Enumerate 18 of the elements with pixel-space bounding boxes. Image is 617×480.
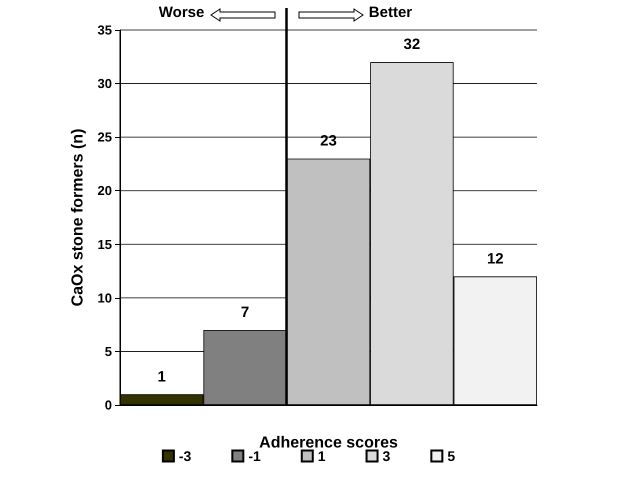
y-tick-label: 35 [98,22,112,38]
y-tick-label: 10 [98,290,112,306]
legend-label: 5 [447,448,456,464]
text: Better [368,4,412,21]
data-label: 12 [486,250,504,268]
data-label: 32 [404,36,420,54]
data-label: 1 [158,368,166,386]
y-tick-label: 5 [104,344,112,359]
y-tick-label: 30 [98,76,112,92]
y-tick-label: 25 [98,130,112,145]
y-tick-label: 15 [98,236,112,252]
y-axis-title: CaOx stone formers (n) [70,128,86,306]
y-tick-label: 0 [104,398,112,412]
legend-label: -1 [248,448,261,464]
y-tick-label: 20 [98,183,112,198]
legend-label: -3 [178,448,192,464]
data-label: 7 [240,304,250,321]
text: Worse [158,4,204,21]
